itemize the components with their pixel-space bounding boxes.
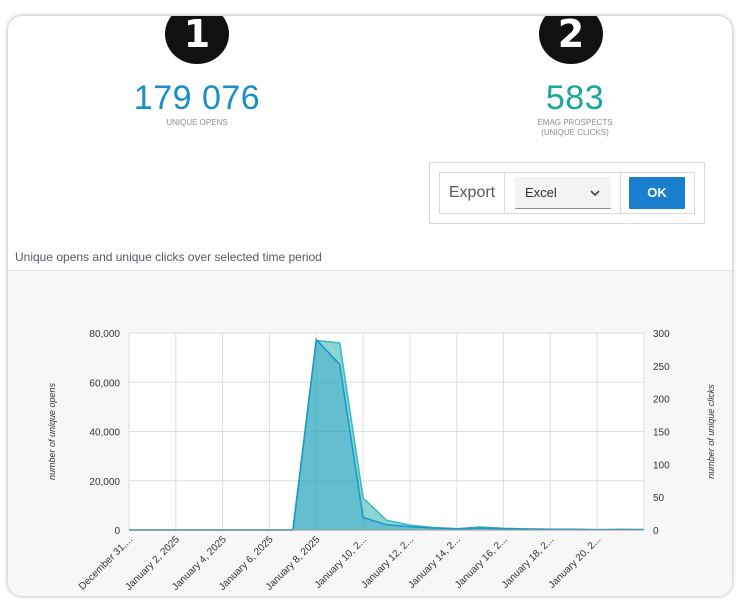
prospects-label-line1: EMAG PROSPECTS xyxy=(537,118,613,127)
chart-title: Unique opens and unique clicks over sele… xyxy=(15,250,322,264)
step-one-number: 1 xyxy=(183,16,211,56)
unique-opens-metric: 179 076 UNIQUE OPENS xyxy=(97,78,297,128)
export-label: Export xyxy=(440,173,505,213)
right-axis-title: number of unique clicks xyxy=(706,384,716,479)
left-axis-tick-label: 40,000 xyxy=(89,428,120,439)
prospects-metric: 583 EMAG PROSPECTS (UNIQUE CLICKS) xyxy=(475,78,675,138)
right-axis-tick-label: 0 xyxy=(653,526,659,537)
export-panel: Export Excel OK xyxy=(429,162,705,224)
export-format-value: Excel xyxy=(525,185,557,200)
left-axis-title: number of unique opens xyxy=(47,382,57,480)
chart-area: 0 20,000 40,000 60,000 80,000 0 50 100 150 200 250… xyxy=(8,270,732,596)
unique-opens-value: 179 076 xyxy=(133,79,261,117)
line-chart: 0 20,000 40,000 60,000 80,000 0 50 100 150 200 250… xyxy=(47,329,716,593)
step-one-badge: 1 xyxy=(165,16,229,64)
export-format-select[interactable]: Excel xyxy=(515,177,611,209)
prospects-value: 583 xyxy=(545,79,605,117)
chevron-down-icon xyxy=(589,177,601,221)
unique-opens-label: UNIQUE OPENS xyxy=(166,118,228,127)
right-axis-tick-label: 50 xyxy=(653,493,665,504)
ok-button[interactable]: OK xyxy=(629,177,685,209)
right-axis-tick-label: 100 xyxy=(653,460,670,471)
step-two-number: 2 xyxy=(557,16,585,56)
export-divider xyxy=(620,173,621,213)
prospects-label-line2: (UNIQUE CLICKS) xyxy=(541,128,609,137)
right-axis-tick-label: 250 xyxy=(653,362,670,373)
left-axis-tick-label: 80,000 xyxy=(89,329,120,340)
right-axis-tick-label: 300 xyxy=(653,329,670,340)
right-axis-tick-label: 150 xyxy=(653,428,670,439)
right-axis-tick-label: 200 xyxy=(653,395,670,406)
left-axis-tick-label: 60,000 xyxy=(89,378,120,389)
left-axis-tick-label: 20,000 xyxy=(89,477,120,488)
step-two-badge: 2 xyxy=(539,16,603,64)
export-controls: Export Excel OK xyxy=(439,172,695,214)
left-axis-tick-label: 0 xyxy=(114,526,120,537)
dashboard-card: 1 2 179 076 UNIQUE OPENS 583 EMAG PROSPE… xyxy=(8,16,732,596)
